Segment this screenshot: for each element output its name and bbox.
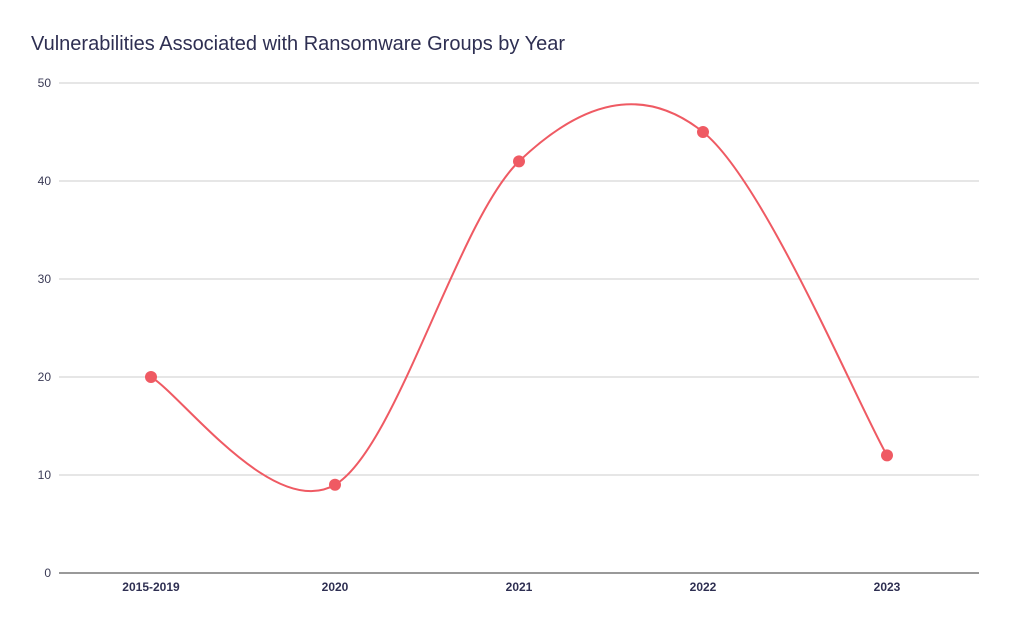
grid-lines	[59, 82, 979, 476]
y-tick-label-0: 0	[44, 566, 51, 580]
y-axis-ticks: 0 10 20 30 40 50	[38, 76, 52, 580]
x-tick-label-2022: 2022	[690, 580, 717, 594]
x-tick-label-2023: 2023	[874, 580, 901, 594]
y-tick-label-30: 30	[38, 272, 52, 286]
x-axis-ticks: 2015-2019 2020 2021 2022 2023	[122, 580, 900, 594]
y-tick-label-50: 50	[38, 76, 52, 90]
y-tick-label-10: 10	[38, 468, 52, 482]
y-tick-label-20: 20	[38, 370, 52, 384]
data-point-2020	[329, 478, 341, 491]
x-tick-label-2020: 2020	[322, 580, 349, 594]
x-tick-label-2021: 2021	[506, 580, 533, 594]
data-point-2021	[513, 155, 525, 168]
x-tick-label-2015-2019: 2015-2019	[122, 580, 180, 594]
chart-title: Vulnerabilities Associated with Ransomwa…	[31, 33, 565, 55]
data-point-2023	[881, 449, 893, 462]
data-points	[145, 126, 893, 491]
data-point-2015-2019	[145, 371, 157, 383]
data-point-2022	[697, 126, 709, 138]
y-tick-label-40: 40	[38, 174, 52, 188]
